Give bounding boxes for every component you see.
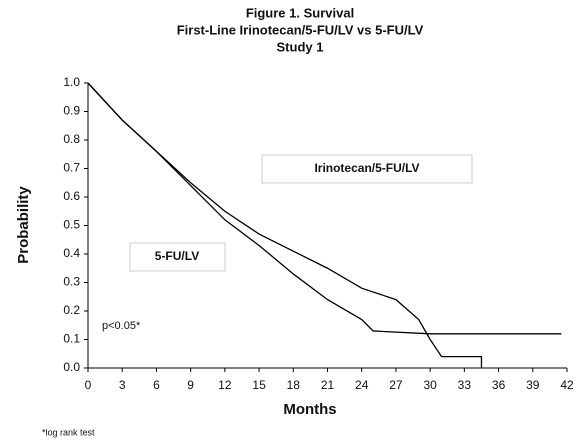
x-tick-label: 12: [218, 378, 232, 392]
y-tick-label: 0.4: [63, 246, 80, 260]
y-tick-label: 0.9: [63, 104, 80, 118]
y-tick-label: 0.0: [63, 360, 80, 374]
x-tick-label: 36: [492, 378, 506, 392]
x-tick-label: 9: [187, 378, 194, 392]
chart-subtitle: First-Line Irinotecan/5-FU/LV vs 5-FU/LV: [177, 22, 424, 37]
footnote: *log rank test: [42, 427, 95, 437]
annotation-box: [129, 242, 226, 272]
x-tick-label: 21: [321, 378, 335, 392]
y-tick-label: 0.1: [63, 332, 80, 346]
y-tick-label: 0.7: [63, 161, 80, 175]
y-tick-label: 0.5: [63, 218, 80, 232]
annotation-box: [261, 154, 473, 184]
annotation-label: 5-FU/LV: [155, 249, 199, 263]
x-tick-label: 24: [355, 378, 369, 392]
x-tick-label: 18: [287, 378, 301, 392]
x-tick-label: 0: [85, 378, 92, 392]
y-tick-label: 0.2: [63, 303, 80, 317]
chart-title: Figure 1. Survival: [246, 5, 354, 20]
x-tick-label: 3: [119, 378, 126, 392]
x-tick-label: 33: [458, 378, 472, 392]
x-tick-label: 30: [423, 378, 437, 392]
chart-subtitle: Study 1: [277, 39, 324, 54]
x-tick-label: 42: [560, 378, 574, 392]
y-tick-label: 0.3: [63, 275, 80, 289]
y-tick-label: 0.6: [63, 189, 80, 203]
survival-line: [87, 82, 562, 335]
x-tick-label: 15: [252, 378, 266, 392]
x-axis-label: Months: [283, 401, 336, 418]
y-tick-label: 1.0: [63, 75, 80, 89]
p-value: p<0.05*: [102, 320, 141, 332]
annotation-label: Irinotecan/5-FU/LV: [314, 161, 419, 175]
y-tick-label: 0.8: [63, 132, 80, 146]
x-tick-label: 6: [153, 378, 160, 392]
survival-line: [87, 82, 483, 368]
x-tick-label: 39: [526, 378, 540, 392]
y-axis-label: Probability: [15, 186, 32, 264]
x-tick-label: 27: [389, 378, 403, 392]
